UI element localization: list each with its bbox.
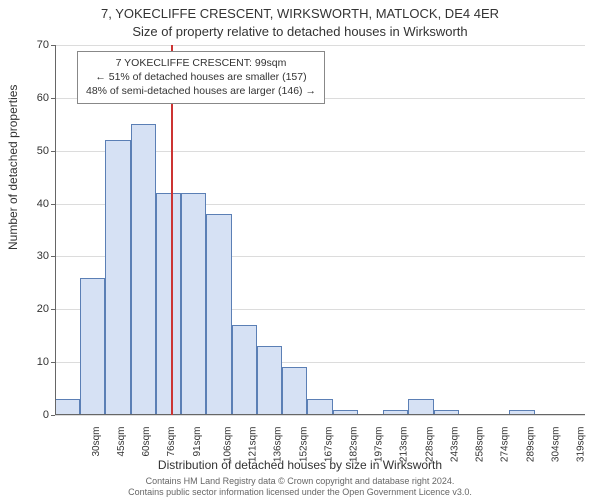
x-tick-label: 213sqm — [399, 423, 410, 463]
y-tick-label: 30 — [37, 250, 49, 262]
x-tick-label: 182sqm — [349, 423, 360, 463]
x-tick-label: 76sqm — [166, 423, 177, 457]
x-tick-label: 319sqm — [576, 423, 587, 463]
x-tick-label: 121sqm — [248, 423, 259, 463]
chart-container: 7, YOKECLIFFE CRESCENT, WIRKSWORTH, MATL… — [0, 0, 600, 500]
plot-area: 01020304050607030sqm45sqm60sqm76sqm91sqm… — [55, 45, 585, 415]
histogram-bar — [408, 399, 433, 415]
x-tick-label: 136sqm — [273, 423, 284, 463]
annotation-line-2: ← 51% of detached houses are smaller (15… — [86, 70, 316, 84]
y-tick-label: 20 — [37, 303, 49, 315]
y-tick-label: 50 — [37, 145, 49, 157]
y-tick-label: 60 — [37, 92, 49, 104]
histogram-bar — [257, 346, 282, 415]
grid-line — [55, 45, 585, 46]
histogram-bar — [131, 124, 156, 415]
annotation-box: 7 YOKECLIFFE CRESCENT: 99sqm← 51% of det… — [77, 51, 325, 104]
histogram-bar — [156, 193, 181, 415]
x-tick-label: 30sqm — [91, 423, 102, 457]
chart-subtitle: Size of property relative to detached ho… — [0, 24, 600, 39]
grid-line — [55, 415, 585, 416]
histogram-bar — [307, 399, 332, 415]
x-axis-line — [55, 414, 585, 415]
x-tick-label: 304sqm — [550, 423, 561, 463]
x-tick-label: 197sqm — [374, 423, 385, 463]
histogram-bar — [181, 193, 206, 415]
histogram-bar — [206, 214, 231, 415]
histogram-bar — [282, 367, 307, 415]
y-tick-label: 0 — [43, 409, 49, 421]
y-tick-mark — [51, 415, 55, 416]
y-axis-line — [55, 45, 56, 415]
footer-line-2: Contains public sector information licen… — [0, 487, 600, 498]
y-tick-label: 10 — [37, 356, 49, 368]
x-tick-label: 243sqm — [450, 423, 461, 463]
chart-title: 7, YOKECLIFFE CRESCENT, WIRKSWORTH, MATL… — [0, 6, 600, 21]
annotation-line-1: 7 YOKECLIFFE CRESCENT: 99sqm — [86, 56, 316, 70]
annotation-line-3: 48% of semi-detached houses are larger (… — [86, 84, 316, 98]
x-tick-label: 167sqm — [323, 423, 334, 463]
x-tick-label: 91sqm — [192, 423, 203, 457]
x-tick-label: 228sqm — [424, 423, 435, 463]
x-tick-label: 45sqm — [116, 423, 127, 457]
histogram-bar — [105, 140, 130, 415]
histogram-bar — [232, 325, 257, 415]
y-tick-label: 40 — [37, 198, 49, 210]
histogram-bar — [80, 278, 105, 415]
x-tick-label: 289sqm — [525, 423, 536, 463]
y-axis-label: Number of detached properties — [6, 85, 20, 250]
x-tick-label: 152sqm — [298, 423, 309, 463]
x-tick-label: 106sqm — [222, 423, 233, 463]
y-tick-label: 70 — [37, 39, 49, 51]
histogram-bar — [55, 399, 80, 415]
footer-attribution: Contains HM Land Registry data © Crown c… — [0, 476, 600, 499]
x-tick-label: 274sqm — [500, 423, 511, 463]
x-tick-label: 258sqm — [475, 423, 486, 463]
x-tick-label: 60sqm — [141, 423, 152, 457]
footer-line-1: Contains HM Land Registry data © Crown c… — [0, 476, 600, 487]
